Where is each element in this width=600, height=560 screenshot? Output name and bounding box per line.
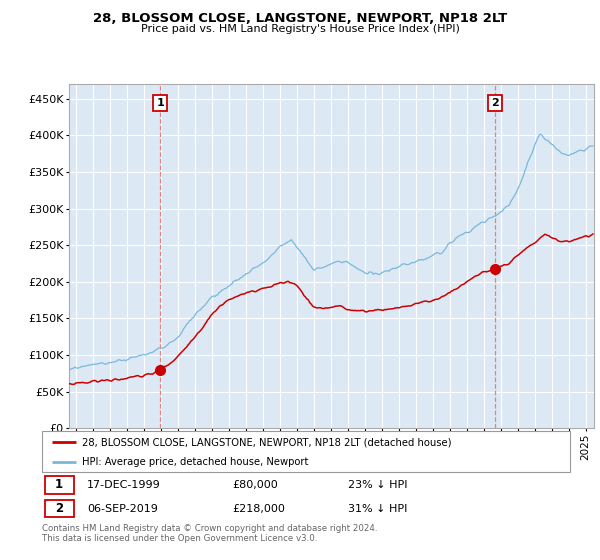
Text: HPI: Average price, detached house, Newport: HPI: Average price, detached house, Newp…: [82, 457, 308, 467]
Text: 28, BLOSSOM CLOSE, LANGSTONE, NEWPORT, NP18 2LT (detached house): 28, BLOSSOM CLOSE, LANGSTONE, NEWPORT, N…: [82, 437, 451, 447]
Text: 28, BLOSSOM CLOSE, LANGSTONE, NEWPORT, NP18 2LT: 28, BLOSSOM CLOSE, LANGSTONE, NEWPORT, N…: [93, 12, 507, 25]
Text: 23% ↓ HPI: 23% ↓ HPI: [348, 480, 408, 490]
Text: Contains HM Land Registry data © Crown copyright and database right 2024.
This d: Contains HM Land Registry data © Crown c…: [42, 524, 377, 543]
Text: 31% ↓ HPI: 31% ↓ HPI: [348, 503, 407, 514]
FancyBboxPatch shape: [44, 500, 74, 517]
Text: 06-SEP-2019: 06-SEP-2019: [87, 503, 158, 514]
FancyBboxPatch shape: [42, 431, 570, 472]
Text: Price paid vs. HM Land Registry's House Price Index (HPI): Price paid vs. HM Land Registry's House …: [140, 24, 460, 34]
Text: 2: 2: [491, 98, 499, 108]
Text: £218,000: £218,000: [232, 503, 285, 514]
Text: 1: 1: [156, 98, 164, 108]
Text: £80,000: £80,000: [232, 480, 278, 490]
FancyBboxPatch shape: [44, 476, 74, 493]
Text: 1: 1: [55, 478, 63, 491]
Text: 2: 2: [55, 502, 63, 515]
Text: 17-DEC-1999: 17-DEC-1999: [87, 480, 161, 490]
